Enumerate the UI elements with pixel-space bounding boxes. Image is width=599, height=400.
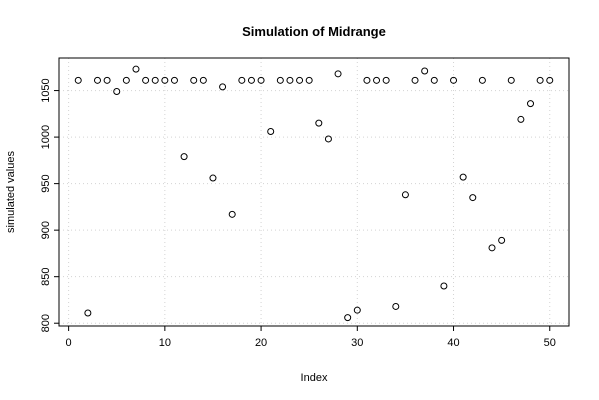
data-point (517, 115, 525, 123)
data-point (373, 76, 381, 84)
data-point (507, 76, 515, 84)
data-point (151, 76, 159, 84)
data-point (527, 100, 535, 108)
data-point (190, 76, 198, 84)
y-axis: 800 850 900 950 1000 1050 (40, 78, 59, 332)
data-point (238, 76, 246, 84)
data-point (122, 76, 130, 84)
y-axis-label: simulated values (5, 151, 17, 233)
data-point (161, 76, 169, 84)
data-points (74, 65, 554, 322)
grid (59, 58, 569, 326)
data-point (257, 76, 265, 84)
data-point (536, 76, 544, 84)
data-point (132, 65, 140, 73)
data-point (276, 76, 284, 84)
data-point (421, 67, 429, 75)
x-tick-label: 20 (255, 337, 267, 349)
data-point (478, 76, 486, 84)
data-point (296, 76, 304, 84)
data-point (440, 282, 448, 290)
data-point (334, 70, 342, 78)
data-point (103, 76, 111, 84)
data-point (113, 88, 121, 95)
y-tick-label: 850 (40, 268, 52, 286)
y-tick-label: 900 (40, 221, 52, 239)
data-point (430, 76, 438, 84)
data-point (305, 76, 313, 84)
data-point (353, 306, 361, 314)
x-tick-label: 30 (351, 337, 363, 349)
data-point (209, 174, 217, 182)
y-tick-label: 1050 (40, 78, 52, 102)
data-point (219, 83, 227, 91)
data-point (93, 76, 101, 84)
data-point (267, 128, 275, 136)
y-tick-label: 800 (40, 314, 52, 332)
data-point (84, 309, 92, 317)
data-point (546, 76, 554, 84)
data-point (228, 210, 236, 218)
data-point (450, 76, 458, 84)
data-point (498, 236, 506, 244)
data-point (199, 76, 207, 84)
data-point (142, 76, 150, 84)
data-point (382, 76, 390, 84)
x-axis-label: Index (301, 372, 328, 384)
x-tick-label: 0 (66, 337, 72, 349)
data-point (324, 135, 332, 143)
data-point (344, 314, 352, 322)
data-point (180, 153, 188, 161)
data-point (170, 76, 178, 84)
chart-title: Simulation of Midrange (242, 24, 386, 39)
data-point (392, 302, 400, 310)
data-point (315, 119, 323, 127)
data-point (247, 76, 255, 84)
y-tick-label: 1000 (40, 125, 52, 149)
x-tick-label: 10 (159, 337, 171, 349)
data-point (363, 76, 371, 84)
data-point (488, 244, 496, 252)
x-axis: 0 10 20 30 40 50 (66, 326, 556, 349)
plot-frame (58, 57, 570, 327)
data-point (401, 191, 409, 199)
data-point (411, 76, 419, 84)
data-point (459, 173, 467, 181)
data-point (286, 76, 294, 84)
x-tick-label: 40 (447, 337, 459, 349)
data-point (74, 76, 82, 84)
y-tick-label: 950 (40, 174, 52, 192)
data-point (469, 194, 477, 202)
x-tick-label: 50 (544, 337, 556, 349)
